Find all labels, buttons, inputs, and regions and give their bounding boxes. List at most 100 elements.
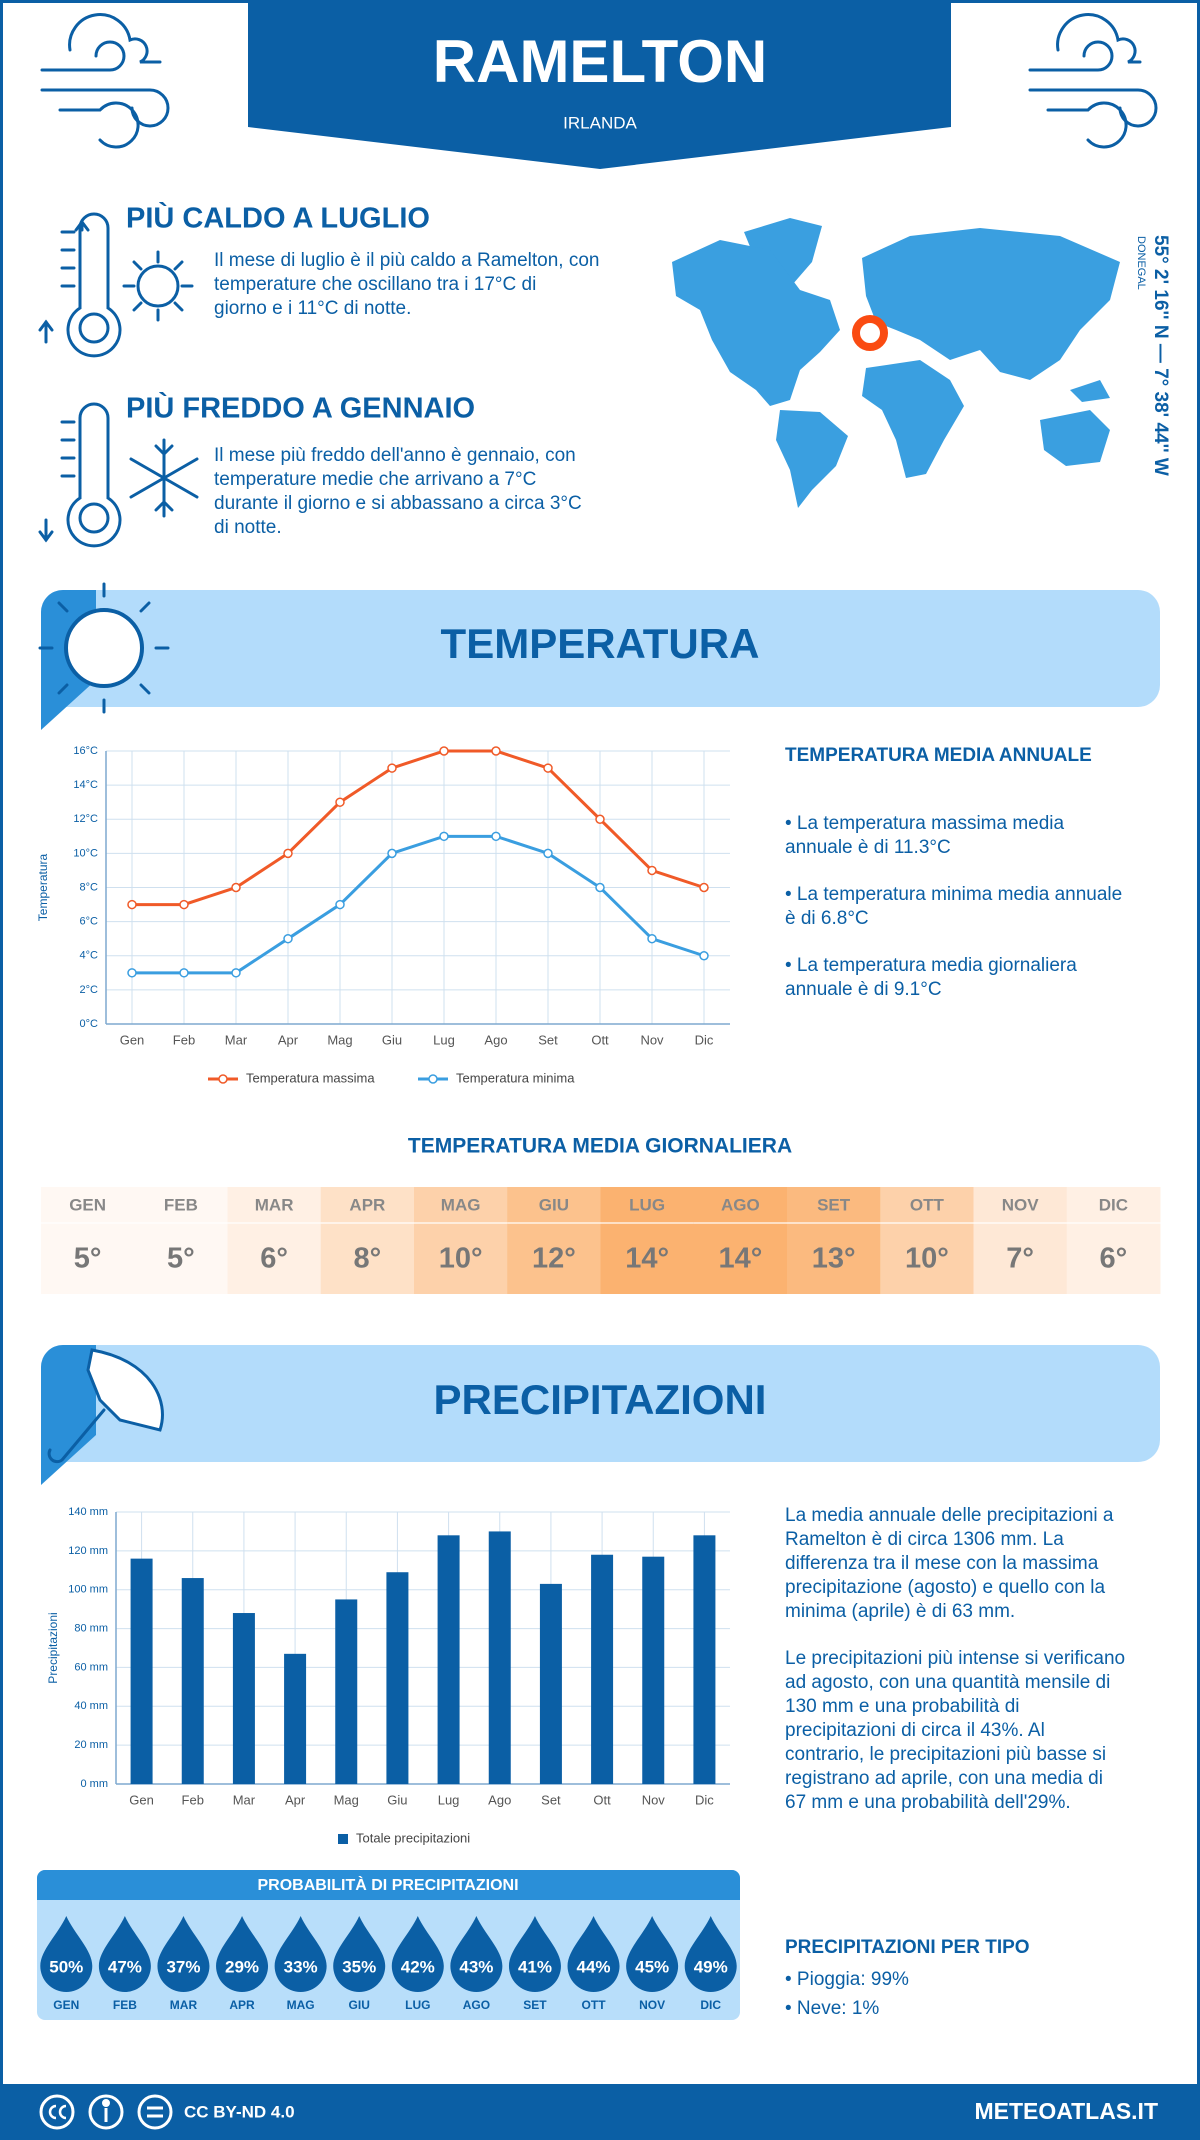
section-heading: PRECIPITAZIONI [434,1376,767,1423]
precipitation-type: • Neve: 1% [785,1998,879,2019]
probability-month: GIU [349,1998,370,2012]
x-tick-label: Nov [642,1792,666,1807]
probability-value: 47% [108,1957,142,1976]
series-point [543,848,553,859]
series-point [283,933,293,944]
wind-icon-right [1028,13,1158,149]
probability-drop [567,1916,620,1992]
series-point [543,763,553,773]
probability-title: PROBABILITÀ DI PRECIPITAZIONI [257,1875,518,1894]
y-tick-label: 100 mm [68,1584,108,1596]
series-point [699,951,709,961]
daily-temperature-month: FEB [164,1195,198,1214]
x-tick-label: Mag [327,1032,352,1047]
series-point [335,797,345,807]
precipitation-text: La media annuale delle precipitazioni a [785,1505,1114,1526]
y-tick-label: 40 mm [74,1700,108,1712]
temperature-banner [41,590,1160,707]
y-axis-title: Precipitazioni [46,1612,60,1683]
footer-bar [0,2084,1200,2140]
daily-temperature-month: OTT [910,1195,945,1214]
location-marker [852,315,888,351]
legend-marker [218,1074,228,1084]
daily-temperature-month: DIC [1099,1195,1128,1214]
daily-temperature-cell [320,1187,415,1294]
daily-temperature-cell [787,1187,881,1294]
probability-month: MAR [170,1998,198,2012]
probability-drop [157,1916,210,1993]
x-tick-label: Mar [225,1032,248,1047]
precipitation-type: • Pioggia: 99% [785,1969,909,1990]
x-tick-label: Mag [334,1792,359,1807]
cold-text: temperature medie che arrivano a 7°C [214,469,536,490]
annual-temperature-item: annuale è di 11.3°C [785,837,951,858]
series-point [595,814,605,824]
precipitation-text: precipitazioni di circa il 43%. Al [785,1720,1045,1741]
bar [437,1535,460,1784]
daily-temperature-cell [414,1187,508,1294]
x-tick-label: Gen [129,1792,154,1807]
probability-month: MAG [287,1998,315,2012]
thermometer-cold-icon [38,402,199,548]
bar [539,1583,562,1784]
probability-drop [274,1916,327,1992]
umbrella-icon [47,1348,164,1464]
bar [335,1599,358,1784]
series-point [335,899,345,910]
series-point [179,968,189,978]
daily-temperature-month: GEN [69,1195,106,1214]
x-tick-label: Feb [182,1792,204,1807]
series-point [127,968,137,978]
precipitation-text: ad agosto, con una quantità mensile di [785,1672,1110,1693]
daily-temperature-cell [1066,1187,1161,1294]
y-axis-title: Temperatura [36,853,50,921]
header-banner [248,0,951,169]
x-tick-label: Ago [488,1792,511,1807]
precipitation-text: registrano ad aprile, con una media di [785,1768,1103,1789]
x-tick-label: Set [541,1792,561,1807]
daily-temperature-divider [693,1222,788,1224]
x-tick-label: Lug [438,1792,460,1807]
series-point [491,831,501,842]
annual-temperature-item: • La temperatura media giornaliera [785,955,1077,976]
daily-temperature-divider [973,1222,1068,1224]
probability-drop [216,1916,269,1993]
daily-temperature-value: 5° [74,1243,102,1275]
daily-temperature-value: 13° [812,1243,856,1275]
y-tick-label: 14°C [73,779,98,791]
daily-temperature-value: 14° [625,1243,669,1275]
bar [130,1558,153,1784]
x-tick-label: Set [538,1032,558,1047]
bar [386,1572,409,1784]
x-tick-label: Dic [695,1032,714,1047]
section-heading: TEMPERATURA [441,620,760,667]
daily-temperature-divider [880,1222,974,1224]
legend-label: Temperatura massima [246,1070,375,1085]
daily-temperature-cell [134,1187,228,1294]
x-tick-label: Feb [173,1032,195,1047]
probability-month: AGO [463,1998,490,2012]
daily-temperature-month: LUG [629,1195,665,1214]
x-tick-label: Dic [695,1792,714,1807]
precipitation-text: contrario, le precipitazioni più basse s… [785,1744,1106,1765]
probability-month: DIC [700,1998,721,2012]
y-tick-label: 80 mm [74,1622,108,1634]
probability-value: 49% [694,1957,728,1976]
y-tick-label: 6°C [80,916,99,928]
wind-icon-left [40,13,170,149]
series-point [647,933,657,944]
daily-temperature-title: TEMPERATURA MEDIA GIORNALIERA [408,1135,792,1158]
license-icons [39,2094,173,2130]
probability-value: 44% [577,1957,611,1976]
precipitation-banner [41,1345,1160,1462]
coordinates: 55° 2' 16'' N — 7° 38' 44'' W [1150,235,1171,476]
daily-temperature-month: MAR [255,1195,294,1214]
series-point [231,968,241,978]
probability-month: GEN [53,1998,79,2012]
daily-temperature-divider [1066,1222,1161,1224]
precipitation-text: differenza tra il mese con la massima [785,1553,1099,1574]
banner-accent [41,1345,96,1485]
series-point [283,848,293,859]
daily-temperature-divider [41,1222,135,1224]
